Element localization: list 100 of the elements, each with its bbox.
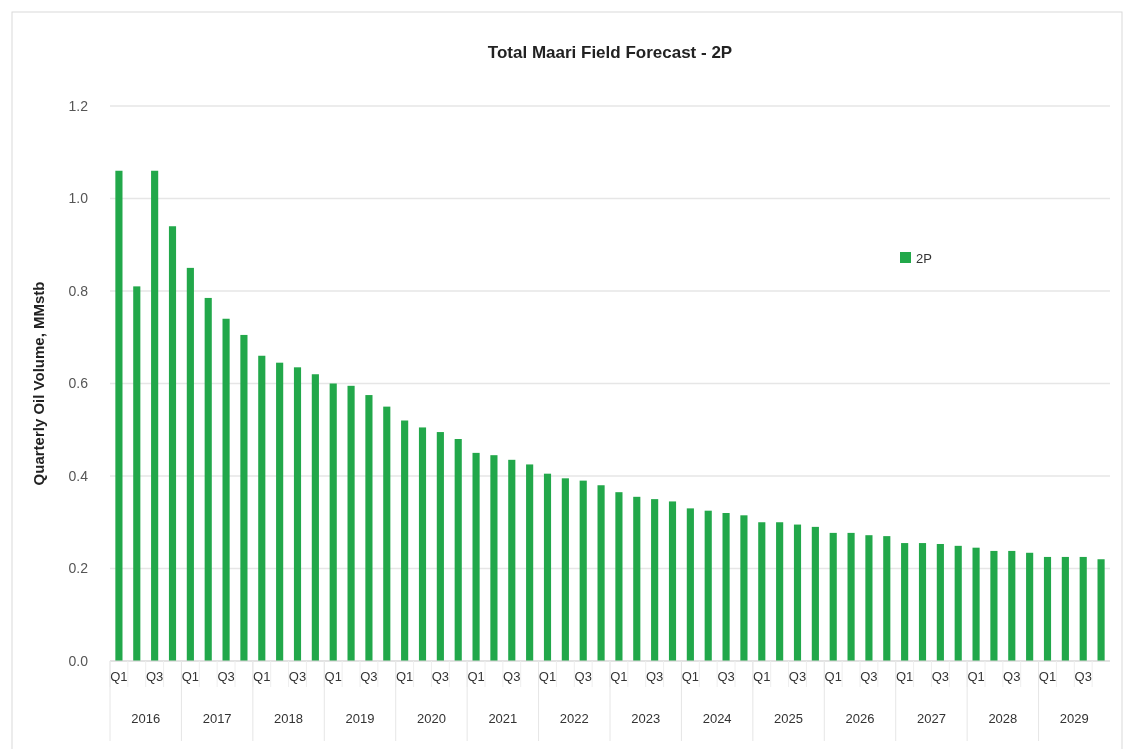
bar bbox=[222, 318, 230, 661]
bar bbox=[901, 543, 909, 661]
x-tick-label: Q3 bbox=[1003, 669, 1021, 684]
bar bbox=[258, 355, 266, 661]
x-tick-label: Q3 bbox=[574, 669, 592, 684]
y-tick-label: 1.2 bbox=[68, 97, 89, 114]
text: 2016 bbox=[131, 711, 161, 726]
bar bbox=[151, 170, 159, 661]
bar bbox=[668, 501, 677, 661]
x-tick-label: Q3 bbox=[717, 669, 735, 684]
x-tick-label: Q3 bbox=[1074, 669, 1092, 684]
y-tick-label: 0.0 bbox=[68, 652, 89, 669]
bar bbox=[990, 550, 998, 661]
bar bbox=[686, 508, 694, 661]
bar bbox=[293, 367, 302, 661]
text: 2018 bbox=[274, 711, 304, 726]
bar bbox=[865, 535, 873, 661]
bar bbox=[918, 543, 927, 661]
x-tick-label: Q3 bbox=[360, 669, 378, 684]
bar bbox=[186, 267, 194, 661]
x-tick-label: Q1 bbox=[253, 669, 271, 684]
x-tick-label: Q1 bbox=[467, 669, 485, 684]
bar bbox=[1097, 559, 1105, 661]
bar bbox=[401, 420, 409, 661]
bar bbox=[543, 473, 552, 661]
bar bbox=[508, 459, 516, 661]
bar bbox=[954, 545, 962, 661]
bar bbox=[526, 464, 534, 661]
x-tick-label: Q3 bbox=[931, 669, 950, 684]
text: 2022 bbox=[559, 711, 589, 726]
bar bbox=[1026, 552, 1034, 661]
text: 2023 bbox=[631, 711, 661, 726]
bar bbox=[436, 432, 444, 661]
bar bbox=[615, 492, 623, 661]
y-axis-title: Quarterly Oil Volume, MMstb bbox=[30, 281, 47, 486]
bar bbox=[758, 522, 766, 661]
x-tick-label: Q3 bbox=[431, 669, 450, 684]
text: 2029 bbox=[1059, 711, 1089, 726]
x-tick-label: Q3 bbox=[645, 669, 664, 684]
text: 2025 bbox=[774, 711, 804, 726]
bar bbox=[1061, 556, 1069, 661]
bar bbox=[311, 374, 319, 661]
bar bbox=[454, 439, 462, 661]
bar bbox=[579, 480, 587, 661]
x-tick-label: Q1 bbox=[753, 669, 771, 684]
bar bbox=[168, 226, 177, 661]
bar bbox=[740, 515, 748, 661]
text: 2019 bbox=[345, 711, 375, 726]
x-tick-label: Q1 bbox=[538, 669, 557, 684]
y-tick-label: 0.4 bbox=[68, 467, 89, 484]
bar bbox=[240, 334, 248, 661]
x-tick-label: Q1 bbox=[324, 669, 342, 684]
bar bbox=[883, 536, 891, 661]
x-tick-label: Q1 bbox=[681, 669, 700, 684]
text: 2020 bbox=[416, 711, 446, 726]
bar bbox=[811, 526, 819, 661]
bar bbox=[1008, 550, 1016, 661]
bar bbox=[383, 406, 391, 661]
bar bbox=[329, 383, 337, 661]
bar bbox=[722, 513, 730, 661]
bar bbox=[115, 170, 123, 661]
bar bbox=[418, 427, 427, 661]
x-tick-label: Q1 bbox=[181, 669, 200, 684]
bar bbox=[133, 286, 141, 661]
x-tick-label: Q1 bbox=[395, 669, 414, 684]
x-tick-label: Q1 bbox=[895, 669, 914, 684]
x-tick-label: Q1 bbox=[1038, 669, 1057, 684]
x-tick-label: Q1 bbox=[967, 669, 985, 684]
y-tick-label: 0.2 bbox=[68, 560, 89, 577]
bar bbox=[490, 455, 498, 661]
x-tick-label: Q1 bbox=[110, 669, 128, 684]
y-tick-label: 0.8 bbox=[68, 282, 89, 299]
bar bbox=[347, 385, 355, 661]
text: 2026 bbox=[845, 711, 875, 726]
x-tick-label: Q3 bbox=[288, 669, 307, 684]
text: 2017 bbox=[202, 711, 232, 726]
bar bbox=[365, 395, 373, 661]
bar bbox=[793, 524, 802, 661]
bar bbox=[936, 543, 944, 661]
text: 2027 bbox=[916, 711, 946, 726]
legend-label: 2P bbox=[916, 250, 932, 266]
bar bbox=[1079, 556, 1087, 661]
text: 2028 bbox=[988, 711, 1018, 726]
bar bbox=[633, 496, 641, 661]
x-tick-label: Q3 bbox=[217, 669, 235, 684]
bar bbox=[829, 532, 837, 661]
bar bbox=[1043, 556, 1052, 661]
y-tick-label: 0.6 bbox=[68, 375, 89, 392]
x-tick-label: Q3 bbox=[788, 669, 807, 684]
x-tick-label: Q1 bbox=[610, 669, 628, 684]
chart-title: Total Maari Field Forecast - 2P bbox=[487, 43, 733, 62]
x-tick-label: Q3 bbox=[860, 669, 878, 684]
x-tick-label: Q1 bbox=[824, 669, 842, 684]
bar bbox=[847, 532, 855, 661]
bar bbox=[776, 522, 784, 661]
bar bbox=[651, 499, 659, 661]
bar bbox=[972, 547, 980, 661]
bar bbox=[561, 478, 569, 661]
bar bbox=[704, 510, 712, 661]
text: 2024 bbox=[702, 711, 732, 726]
